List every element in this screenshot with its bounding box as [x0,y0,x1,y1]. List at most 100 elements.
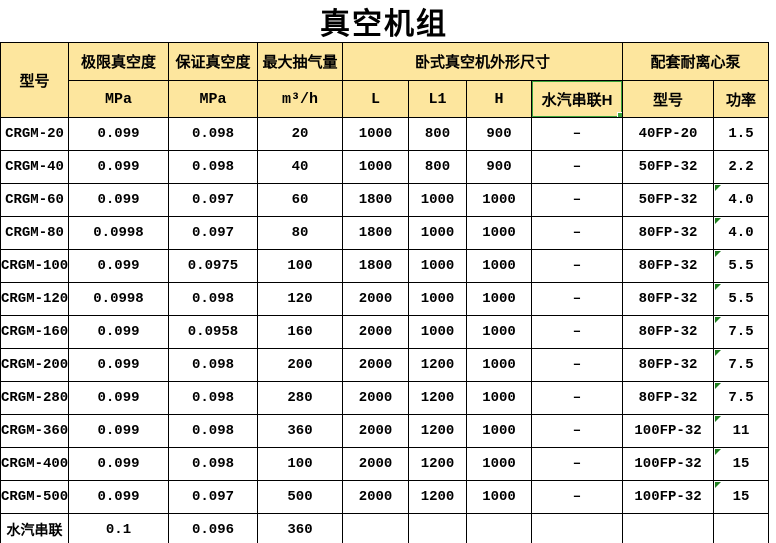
col-h-header[interactable]: H [466,80,532,118]
table-cell[interactable] [466,513,532,543]
table-cell[interactable]: 50FP-32 [622,150,715,184]
table-cell[interactable]: 100FP-32 [622,447,715,481]
table-cell[interactable]: 1200 [408,381,467,415]
table-cell[interactable]: 1000 [466,183,532,217]
table-cell[interactable] [408,513,467,543]
table-cell[interactable]: 水汽串联 [0,513,69,543]
table-cell[interactable]: 80FP-32 [622,216,715,250]
table-cell[interactable]: 60 [257,183,343,217]
table-cell[interactable] [622,513,715,543]
table-cell[interactable]: 1000 [342,117,409,151]
table-cell[interactable]: 0.099 [68,447,169,481]
table-cell[interactable]: 100 [257,249,343,283]
table-cell[interactable]: 1000 [466,315,532,349]
col-steam-series-h-header-selected[interactable]: 水汽串联H [530,80,624,118]
table-cell[interactable]: – [530,348,624,382]
table-cell[interactable]: 0.099 [68,249,169,283]
table-cell[interactable]: 7.5 [713,315,770,349]
table-cell[interactable]: 120 [257,282,343,316]
table-cell[interactable]: 100FP-32 [622,480,715,514]
table-cell[interactable]: – [530,282,624,316]
table-cell[interactable]: 1000 [466,381,532,415]
table-cell[interactable]: 2000 [342,282,409,316]
table-cell[interactable]: 5.5 [713,249,770,283]
table-cell[interactable]: 200 [257,348,343,382]
table-cell[interactable]: – [530,381,624,415]
table-cell[interactable]: – [530,150,624,184]
table-cell[interactable]: CRGM-40 [0,150,69,184]
table-cell[interactable]: 0.0998 [68,282,169,316]
table-cell[interactable]: 0.099 [68,414,169,448]
table-cell[interactable]: 1000 [466,414,532,448]
table-cell[interactable]: 0.099 [68,150,169,184]
table-cell[interactable]: CRGM-280 [0,381,69,415]
table-cell[interactable]: 2000 [342,480,409,514]
table-cell[interactable]: CRGM-500 [0,480,69,514]
unit-mpa-1-header[interactable]: MPa [68,80,169,118]
table-cell[interactable]: 1000 [466,282,532,316]
table-cell[interactable]: – [530,117,624,151]
col-l1-header[interactable]: L1 [408,80,467,118]
table-cell[interactable]: 0.096 [168,513,258,543]
table-cell[interactable]: CRGM-360 [0,414,69,448]
table-cell[interactable]: 4.0 [713,183,770,217]
table-cell[interactable]: 15 [713,480,770,514]
table-cell[interactable]: 0.098 [168,414,258,448]
table-cell[interactable]: 100FP-32 [622,414,715,448]
table-cell[interactable]: 360 [257,414,343,448]
table-cell[interactable]: 360 [257,513,343,543]
group-pump-header[interactable]: 配套耐离心泵 [622,42,770,81]
table-cell[interactable]: 80FP-32 [622,381,715,415]
table-cell[interactable]: 100 [257,447,343,481]
table-cell[interactable]: 0.0958 [168,315,258,349]
table-cell[interactable]: 160 [257,315,343,349]
col-ultimate-vacuum-header[interactable]: 极限真空度 [68,42,169,81]
table-cell[interactable]: CRGM-20 [0,117,69,151]
table-cell[interactable]: CRGM-60 [0,183,69,217]
table-cell[interactable]: 7.5 [713,381,770,415]
table-cell[interactable]: 1000 [466,348,532,382]
group-dimensions-header[interactable]: 卧式真空机外形尺寸 [341,42,624,81]
table-cell[interactable]: CRGM-100 [0,249,69,283]
table-cell[interactable]: 1800 [342,249,409,283]
table-cell[interactable]: CRGM-400 [0,447,69,481]
table-cell[interactable]: CRGM-200 [0,348,69,382]
table-cell[interactable] [342,513,409,543]
table-cell[interactable]: 1000 [408,249,467,283]
table-cell[interactable]: 1200 [408,414,467,448]
table-cell[interactable]: 2000 [342,381,409,415]
table-cell[interactable] [713,513,770,543]
table-cell[interactable]: 0.098 [168,381,258,415]
table-cell[interactable]: 1800 [342,216,409,250]
table-cell[interactable]: 1000 [408,216,467,250]
table-cell[interactable]: 1.5 [713,117,770,151]
table-cell[interactable]: – [530,249,624,283]
col-max-pumping-header[interactable]: 最大抽气量 [257,42,343,81]
table-cell[interactable]: 2000 [342,447,409,481]
table-cell[interactable]: 1000 [466,480,532,514]
table-cell[interactable]: 280 [257,381,343,415]
table-cell[interactable]: 0.097 [168,480,258,514]
table-cell[interactable]: CRGM-80 [0,216,69,250]
table-cell[interactable]: 0.099 [68,348,169,382]
table-cell[interactable]: 40 [257,150,343,184]
table-cell[interactable]: 0.097 [168,183,258,217]
table-cell[interactable]: 2000 [342,315,409,349]
col-l-header[interactable]: L [342,80,409,118]
table-cell[interactable]: 0.098 [168,348,258,382]
table-cell[interactable]: 5.5 [713,282,770,316]
table-cell[interactable] [530,513,624,543]
table-cell[interactable]: CRGM-120 [0,282,69,316]
table-cell[interactable]: 80FP-32 [622,282,715,316]
table-cell[interactable]: 0.098 [168,447,258,481]
table-cell[interactable]: 1000 [408,282,467,316]
table-cell[interactable]: 40FP-20 [622,117,715,151]
table-cell[interactable]: 1000 [466,447,532,481]
table-cell[interactable]: 1000 [466,216,532,250]
table-cell[interactable]: 0.099 [68,315,169,349]
table-cell[interactable]: 900 [466,150,532,184]
table-cell[interactable]: 1800 [342,183,409,217]
table-cell[interactable]: 4.0 [713,216,770,250]
table-cell[interactable]: 11 [713,414,770,448]
table-cell[interactable]: 900 [466,117,532,151]
